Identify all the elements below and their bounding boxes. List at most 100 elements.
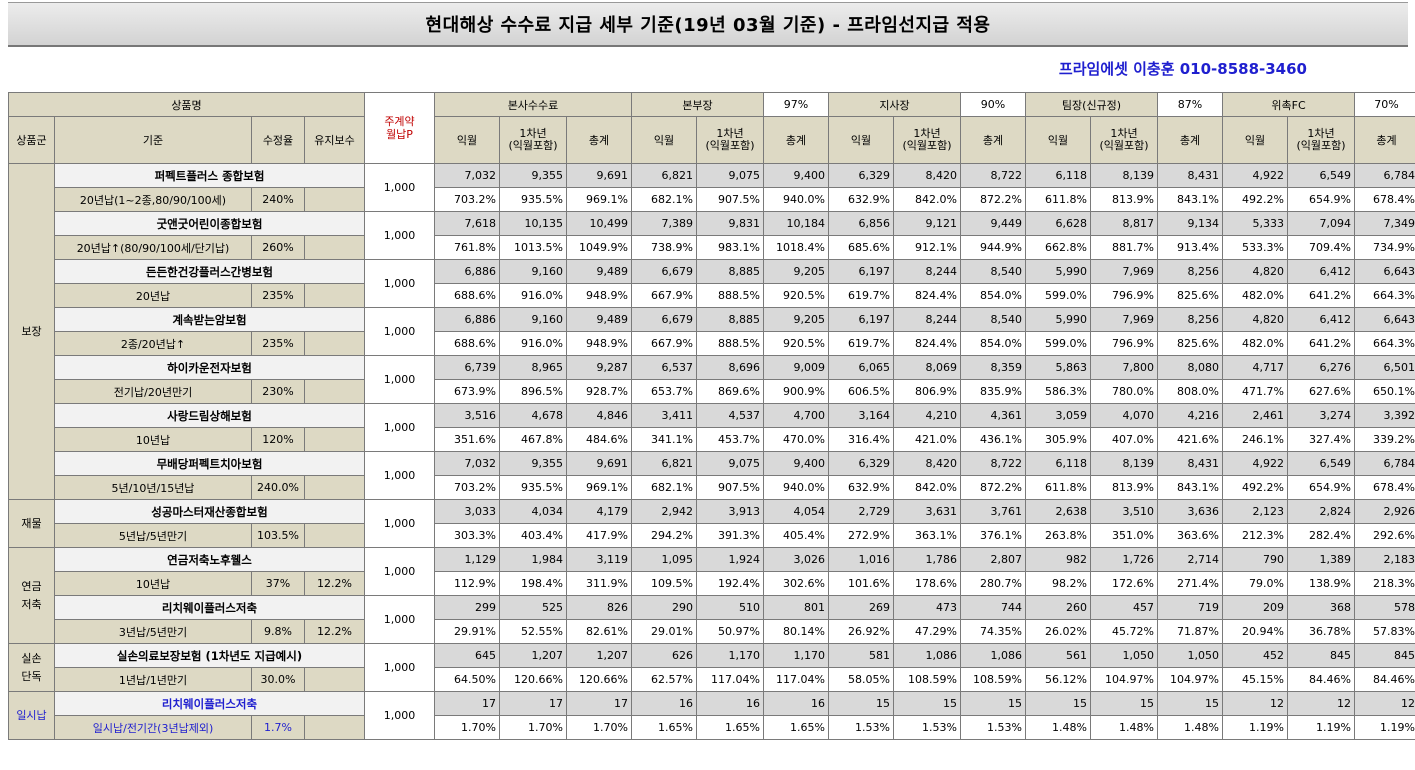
- percent-cell: 1.65%: [631, 715, 697, 740]
- table-row: 20년납↑(80/90/100세/단기납) 260% 761.8% 1013.5% 10…: [9, 235, 1415, 260]
- amount-cell: 4,537: [696, 403, 764, 428]
- amount-cell: 4,700: [763, 403, 829, 428]
- group-cell: 실손 단독: [8, 643, 55, 692]
- percent-cell: 218.3%: [1354, 571, 1415, 596]
- percent-cell: 20.94%: [1222, 619, 1288, 644]
- percent-cell: 599.0%: [1025, 331, 1091, 356]
- percent-cell: 47.29%: [893, 619, 961, 644]
- percent-cell: 101.6%: [828, 571, 894, 596]
- maintenance-cell: [304, 187, 365, 212]
- percent-cell: 912.1%: [893, 235, 961, 260]
- header-group-col: 상품군: [8, 116, 55, 164]
- percent-cell: 62.57%: [631, 667, 697, 692]
- amount-cell: 4,846: [566, 403, 632, 428]
- amount-cell: 3,026: [763, 547, 829, 572]
- percent-cell: 467.8%: [499, 427, 567, 452]
- header-m1: 익월: [1025, 116, 1091, 164]
- amount-cell: 3,516: [434, 403, 500, 428]
- percent-cell: 813.9%: [1090, 475, 1158, 500]
- monthly-premium: 1,000: [364, 163, 435, 212]
- amount-cell: 457: [1090, 595, 1158, 620]
- amount-cell: 8,885: [696, 259, 764, 284]
- percent-cell: 1.65%: [696, 715, 764, 740]
- amount-cell: 790: [1222, 547, 1288, 572]
- amount-cell: 5,990: [1025, 259, 1091, 284]
- criteria-cell: 3년납/5년만기: [54, 619, 252, 644]
- amount-cell: 7,800: [1090, 355, 1158, 380]
- rate-cell: 9.8%: [251, 619, 305, 644]
- amount-cell: 1,786: [893, 547, 961, 572]
- percent-cell: 662.8%: [1025, 235, 1091, 260]
- amount-cell: 16: [696, 691, 764, 716]
- monthly-premium: 1,000: [364, 355, 435, 404]
- percent-cell: 1.19%: [1287, 715, 1355, 740]
- maintenance-cell: [304, 427, 365, 452]
- amount-cell: 2,942: [631, 499, 697, 524]
- amount-cell: 645: [434, 643, 500, 668]
- amount-cell: 260: [1025, 595, 1091, 620]
- percent-cell: 632.9%: [828, 475, 894, 500]
- percent-cell: 109.5%: [631, 571, 697, 596]
- amount-cell: 8,965: [499, 355, 567, 380]
- amount-cell: 3,510: [1090, 499, 1158, 524]
- percent-cell: 104.97%: [1090, 667, 1158, 692]
- amount-cell: 7,032: [434, 451, 500, 476]
- amount-cell: 473: [893, 595, 961, 620]
- monthly-premium: 1,000: [364, 211, 435, 260]
- percent-cell: 688.6%: [434, 283, 500, 308]
- percent-cell: 29.91%: [434, 619, 500, 644]
- amount-cell: 6,412: [1287, 259, 1355, 284]
- percent-cell: 1.65%: [763, 715, 829, 740]
- amount-cell: 6,329: [828, 163, 894, 188]
- amount-cell: 3,059: [1025, 403, 1091, 428]
- criteria-cell: 20년납↑(80/90/100세/단기납): [54, 235, 252, 260]
- amount-cell: 8,244: [893, 307, 961, 332]
- amount-cell: 982: [1025, 547, 1091, 572]
- percent-cell: 246.1%: [1222, 427, 1288, 452]
- percent-cell: 835.9%: [960, 379, 1026, 404]
- percent-cell: 907.5%: [696, 475, 764, 500]
- amount-cell: 6,679: [631, 307, 697, 332]
- percent-cell: 492.2%: [1222, 187, 1288, 212]
- product-name: 연금저축노후웰스: [54, 547, 365, 572]
- percent-cell: 192.4%: [696, 571, 764, 596]
- table-row: 리치웨이플러스저축 1,000 299 525 826 290 510 801 269 473 74…: [9, 595, 1415, 644]
- amount-cell: 9,400: [763, 451, 829, 476]
- table-row: 전기납/20년만기 230% 673.9% 896.5% 928.7% 653.7% 869…: [9, 379, 1415, 404]
- percent-cell: 327.4%: [1287, 427, 1355, 452]
- percent-cell: 896.5%: [499, 379, 567, 404]
- header-total: 총계: [763, 116, 829, 164]
- amount-cell: 9,205: [763, 307, 829, 332]
- criteria-cell: 10년납: [54, 427, 252, 452]
- percent-cell: 26.92%: [828, 619, 894, 644]
- amount-cell: 6,197: [828, 259, 894, 284]
- percent-cell: 56.12%: [1025, 667, 1091, 692]
- amount-cell: 744: [960, 595, 1026, 620]
- amount-cell: 3,411: [631, 403, 697, 428]
- percent-cell: 405.4%: [763, 523, 829, 548]
- percent-cell: 825.6%: [1157, 283, 1223, 308]
- percent-cell: 1.19%: [1222, 715, 1288, 740]
- maintenance-cell: 12.2%: [304, 619, 365, 644]
- amount-cell: 15: [1157, 691, 1223, 716]
- percent-cell: 212.3%: [1222, 523, 1288, 548]
- percent-cell: 453.7%: [696, 427, 764, 452]
- percent-cell: 26.02%: [1025, 619, 1091, 644]
- amount-cell: 8,244: [893, 259, 961, 284]
- header-y1: 1차년 (익월포함): [696, 116, 764, 164]
- percent-cell: 417.9%: [566, 523, 632, 548]
- product-name: 굿앤굿어린이종합보험: [54, 211, 365, 236]
- percent-cell: 339.2%: [1354, 427, 1415, 452]
- amount-cell: 6,784: [1354, 451, 1415, 476]
- amount-cell: 7,389: [631, 211, 697, 236]
- table-row: 하이카운전자보험 1,000 6,739 8,965 9,287 6,537 8,696 9,…: [9, 355, 1415, 404]
- amount-cell: 16: [631, 691, 697, 716]
- percent-cell: 940.0%: [763, 187, 829, 212]
- percent-cell: 1049.9%: [566, 235, 632, 260]
- header-maint-col: 유지보수: [304, 116, 365, 164]
- table-row: 20년납(1~2종,80/90/100세) 240% 703.2% 935.5% 969…: [9, 187, 1415, 212]
- percent-cell: 421.0%: [893, 427, 961, 452]
- amount-cell: 7,969: [1090, 307, 1158, 332]
- amount-cell: 6,643: [1354, 259, 1415, 284]
- percent-cell: 1.70%: [499, 715, 567, 740]
